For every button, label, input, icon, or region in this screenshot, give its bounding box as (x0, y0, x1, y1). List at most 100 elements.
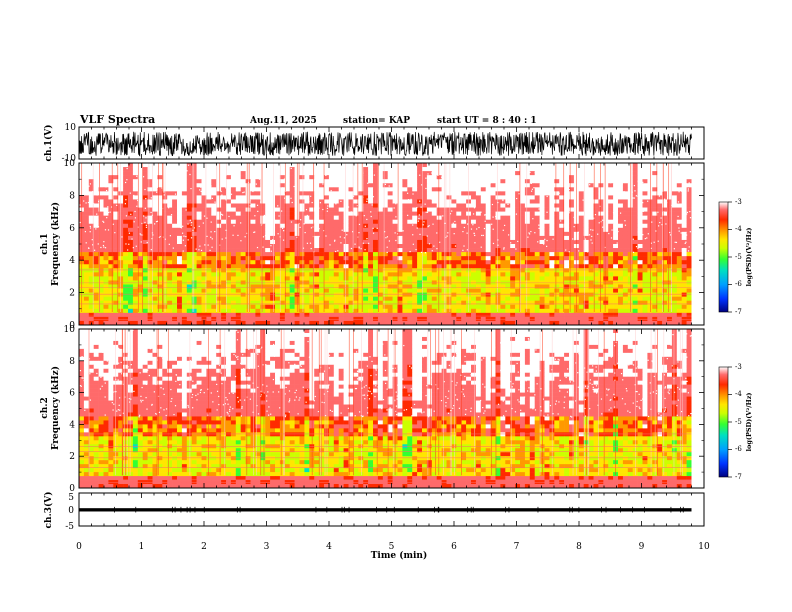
spec1-cell (186, 304, 192, 310)
spec1-cell (657, 288, 663, 293)
spec1-cell (671, 239, 678, 245)
spec1-cell (221, 183, 227, 188)
spec1-cell (235, 296, 241, 301)
spec1-cell (270, 239, 276, 245)
spec1-cell (544, 195, 550, 200)
spec1-cell (230, 183, 237, 188)
spec1-cell (505, 187, 511, 192)
spec1-cell (387, 167, 393, 172)
spec1-cell (270, 223, 276, 229)
spec1-cell (495, 163, 501, 168)
spec1-cell (637, 199, 643, 204)
spec1-cell (603, 292, 609, 297)
spec1-cell (613, 195, 619, 200)
spec1-cell (539, 175, 545, 180)
spec1-cell (265, 300, 271, 306)
spec1-cell (402, 167, 408, 172)
spec1-cell (544, 268, 550, 273)
spec1-cell (265, 312, 271, 318)
spec1-cell (662, 187, 668, 192)
spec1-cell (417, 300, 423, 306)
spec1-cell (549, 276, 555, 281)
spec1-cell (676, 296, 682, 301)
spec1-cell (279, 167, 286, 172)
spec1-cell (431, 179, 437, 184)
spec1-cell (216, 195, 222, 200)
spec1-cell (333, 175, 339, 180)
spec1-cell (255, 167, 261, 172)
spec1-cell (324, 179, 330, 184)
spec1-cell (637, 219, 643, 225)
spec1-cell (113, 304, 119, 310)
spec1-cell (681, 300, 687, 306)
spec1-cell (83, 300, 90, 306)
spec1-cell (588, 312, 594, 318)
spec1-cell (196, 272, 202, 277)
spec1-cell (515, 167, 521, 172)
spec1-cell (613, 231, 619, 237)
spec1-cell (172, 211, 178, 216)
spec1-cell (422, 252, 428, 257)
spec1-cell (103, 320, 109, 326)
spec1-cell (657, 203, 663, 208)
spec1-cell (314, 252, 320, 257)
spec1-cell (358, 231, 364, 237)
spec1-cell (480, 292, 486, 297)
spec1-cell (368, 207, 374, 212)
spec1-cell (652, 239, 658, 245)
spec1-cell (578, 227, 584, 233)
spec1-cell (304, 191, 310, 196)
spec1-cell (216, 244, 222, 249)
spec1-cell (505, 199, 511, 204)
spec1-cell (113, 199, 119, 204)
spec1-cell (235, 223, 241, 229)
spec1-cell (226, 248, 232, 253)
spec1-cell (397, 268, 403, 273)
spec1-cell (181, 292, 188, 297)
spec1-cell (569, 264, 575, 269)
spec1-cell (132, 256, 139, 261)
spec1-cell (529, 171, 535, 176)
spec1-cell (642, 171, 648, 176)
spec1-cell (490, 175, 496, 180)
spec1-cell (422, 207, 428, 212)
spec1-cell (681, 252, 687, 257)
spec1-cell (113, 171, 119, 176)
spec1-cell (240, 175, 246, 180)
spec1-cell (289, 308, 295, 314)
spec1-cell (662, 227, 668, 233)
spec1-cell (642, 308, 648, 314)
spec1-cell (387, 203, 393, 208)
spec1-cell (500, 252, 506, 257)
spec1-cell (539, 203, 545, 208)
spec1-cell (652, 260, 658, 265)
spec1-cell (123, 231, 129, 237)
spec1-cell (456, 183, 462, 188)
spec1-cell (495, 211, 501, 216)
spec1-cell (544, 296, 550, 301)
spec1-cell (88, 292, 94, 297)
spec1-cell (186, 187, 192, 192)
spec1-cell (211, 248, 217, 253)
spec1-cell (103, 312, 109, 318)
spec1-cell (230, 227, 237, 233)
spec1-cell (255, 179, 261, 184)
spec1-cell (265, 167, 271, 172)
spec1-cell (377, 211, 384, 216)
spec1-cell (255, 308, 261, 314)
spec1-cell (93, 244, 99, 249)
spec1-cell (373, 211, 379, 216)
spec1-cell (309, 179, 315, 184)
spec1-cell (265, 268, 271, 273)
spec1-cell (637, 268, 643, 273)
spec1-cell (505, 276, 511, 281)
spec1-cell (152, 304, 158, 310)
spec1-cell (598, 252, 604, 257)
spec1-cell (93, 304, 99, 310)
spec1-cell (544, 219, 550, 225)
spec1-cell (529, 203, 535, 208)
spec1-cell (181, 167, 188, 172)
spec1-cell (534, 292, 540, 297)
ch1-waveform-ylabel: ch.1(V) (43, 125, 54, 162)
spec1-cell (338, 268, 344, 273)
